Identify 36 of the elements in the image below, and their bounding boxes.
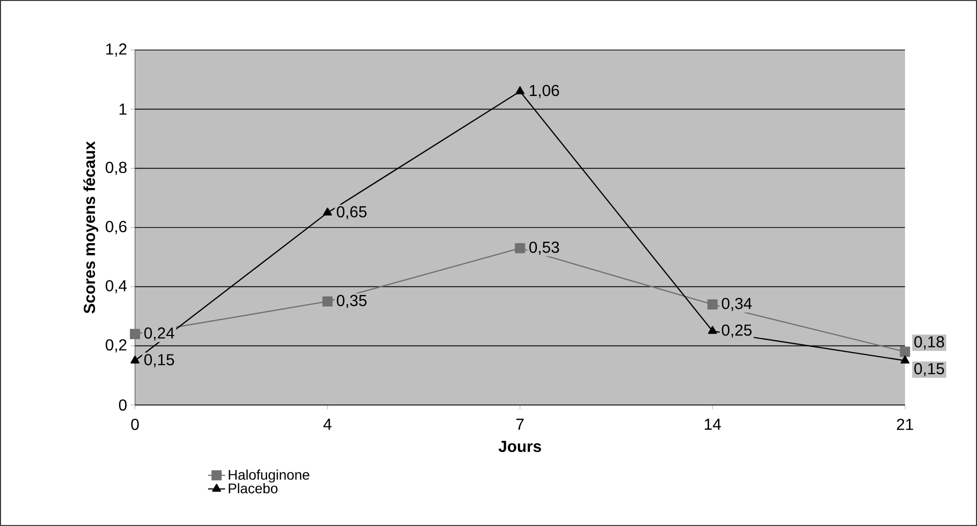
data-label: 0,24	[144, 327, 174, 341]
point	[708, 326, 717, 334]
data-label: 0,15	[914, 363, 944, 376]
point	[130, 356, 140, 364]
x-axis-title: Jours	[498, 440, 542, 452]
y-tick-label: 0,4	[106, 280, 127, 294]
point	[707, 299, 718, 310]
y-tick-label: 0,8	[106, 162, 127, 175]
point	[516, 86, 524, 94]
point	[900, 346, 910, 357]
point	[322, 296, 333, 307]
data-label: 0,25	[722, 324, 752, 338]
y-axis-title: Scores moyens fécaux	[83, 141, 98, 314]
point	[130, 328, 140, 340]
data-label: 1,06	[530, 84, 560, 98]
data-label: 0,18	[914, 336, 944, 350]
data-label: 0,53	[529, 242, 560, 255]
x-tick-label: 4	[323, 418, 332, 430]
y-tick-label: 1	[120, 104, 126, 115]
x-tick-label: 14	[704, 418, 721, 430]
point	[514, 243, 526, 254]
x-tick-label: 21	[896, 418, 914, 430]
point	[900, 356, 910, 364]
x-tick-label: 7	[516, 418, 524, 430]
y-tick-label: 0,2	[106, 339, 126, 352]
y-tick-label: 1,2	[106, 43, 126, 57]
x-tick-label: 0	[131, 418, 139, 430]
y-tick-label: 0,6	[106, 220, 127, 234]
point	[323, 208, 332, 216]
data-label: 0,15	[144, 354, 174, 368]
y-tick-label: 0	[118, 399, 127, 411]
data-label: 0,34	[722, 298, 752, 311]
data-label: 0,35	[336, 294, 367, 308]
legend-label: Placebo	[228, 483, 278, 494]
data-label: 0,65	[336, 206, 367, 220]
legend-label: Halofuginone	[228, 470, 310, 483]
